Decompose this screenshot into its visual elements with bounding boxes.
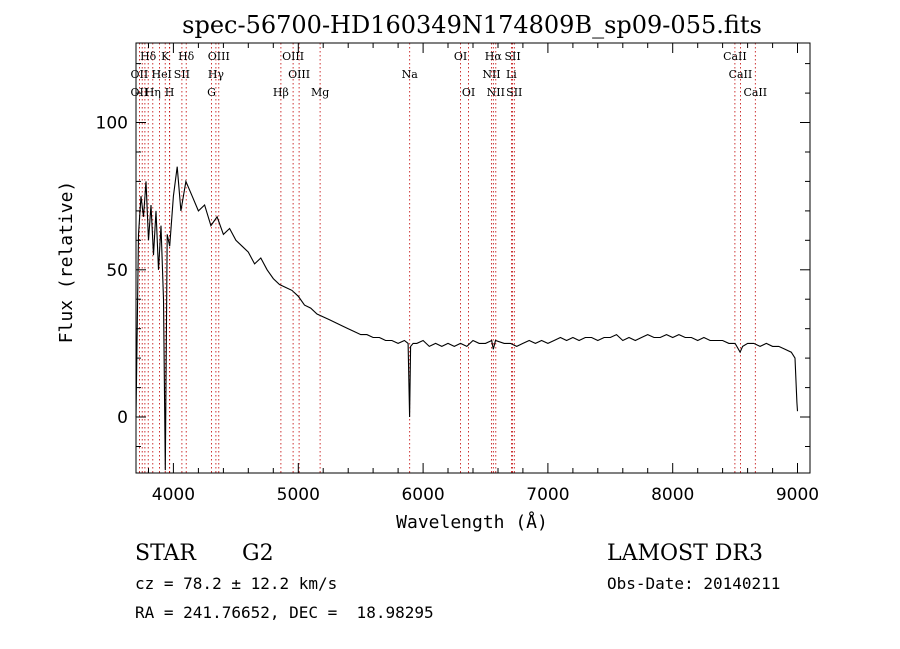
- line-annotation-12: SII: [174, 68, 190, 81]
- line-annotation-11: I: [168, 68, 172, 81]
- line-annotation-17: Li: [506, 68, 517, 81]
- survey-name: LAMOST DR3: [607, 541, 763, 566]
- line-annotation-4: OIII: [282, 50, 304, 63]
- observation-date: Obs-Date: 20140211: [607, 574, 780, 593]
- line-annotation-16: NII: [482, 68, 500, 81]
- line-annotation-9: OII: [131, 68, 149, 81]
- emission-line-markers: [138, 43, 756, 473]
- x-tick-label-3: 7000: [526, 485, 569, 505]
- line-annotation-18: CaII: [729, 68, 753, 81]
- line-annotation-5: OI: [454, 50, 467, 63]
- object-class: STAR: [135, 541, 197, 566]
- x-tick-label-5: 9000: [776, 485, 819, 505]
- x-tick-label-0: 4000: [152, 485, 195, 505]
- y-tick-label-2: 100: [96, 114, 128, 134]
- line-annotation-15: Na: [402, 68, 419, 81]
- sky-coordinates: RA = 241.76652, DEC = 18.98295: [135, 603, 434, 622]
- line-annotation-14: OIII: [288, 68, 310, 81]
- line-annotation-1: K: [161, 50, 170, 63]
- x-tick-label-1: 5000: [277, 485, 320, 505]
- line-annotation-2: Hδ: [178, 50, 195, 63]
- line-annotation-8: CaII: [723, 50, 747, 63]
- line-annotation-22: G: [207, 86, 216, 99]
- line-annotation-10: He: [152, 68, 168, 81]
- line-annotation-23: Hβ: [273, 86, 289, 99]
- chart-title: spec-56700-HD160349N174809B_sp09-055.fit…: [182, 11, 762, 39]
- x-tick-label-4: 8000: [651, 485, 694, 505]
- x-axis-label: Wavelength (Å): [396, 511, 548, 533]
- line-annotation-26: NII: [487, 86, 505, 99]
- plot-frame: [135, 42, 811, 474]
- y-tick-label-1: 50: [106, 261, 128, 281]
- object-subclass: G2: [242, 541, 274, 566]
- x-tick-label-2: 6000: [401, 485, 444, 505]
- spectrum-line: [135, 166, 799, 471]
- line-annotation-6: Hα: [485, 50, 503, 63]
- y-axis-label: Flux (relative): [56, 181, 77, 344]
- line-annotation-28: CaII: [743, 86, 767, 99]
- redshift-value: cz = 78.2 ± 12.2 km/s: [135, 574, 337, 593]
- line-annotation-13: Hγ: [208, 68, 225, 81]
- y-tick-label-0: 0: [117, 408, 128, 428]
- line-annotation-21: H: [165, 86, 175, 99]
- line-annotation-25: OI: [462, 86, 475, 99]
- x-axis-ticks: 4000 5000 6000 7000 8000 9000: [148, 43, 819, 505]
- y-axis-ticks: 0 50 100: [96, 63, 810, 447]
- line-annotation-3: OIII: [208, 50, 230, 63]
- line-annotation-7: SII: [504, 50, 520, 63]
- line-annotation-19: OII: [131, 86, 149, 99]
- line-annotation-20: Hη: [145, 86, 161, 99]
- line-annotation-24: Mg: [311, 86, 329, 99]
- line-annotation-27: SII: [506, 86, 522, 99]
- line-annotation-0: Hδ: [140, 50, 157, 63]
